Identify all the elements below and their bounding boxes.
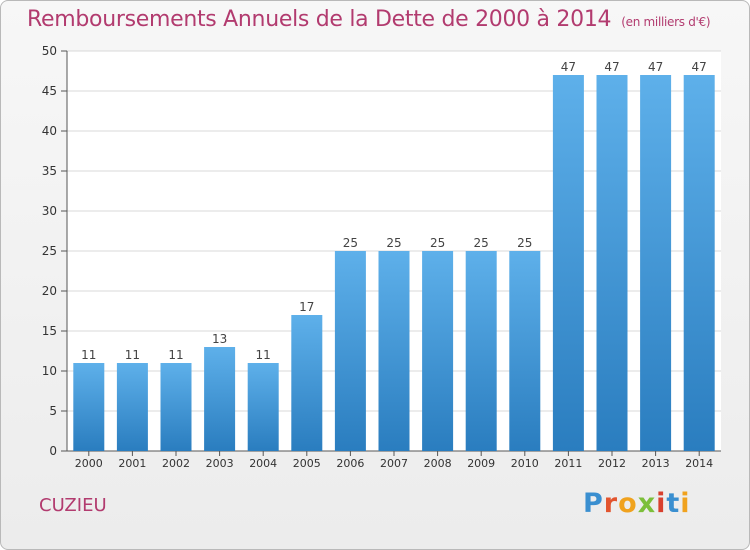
data-label: 25 <box>474 236 489 250</box>
y-tick-label: 40 <box>42 124 57 138</box>
x-tick-label: 2013 <box>642 457 670 470</box>
x-tick-label: 2009 <box>467 457 495 470</box>
bar <box>552 75 584 451</box>
x-tick-label: 2012 <box>598 457 626 470</box>
data-label: 11 <box>81 348 96 362</box>
data-label: 25 <box>343 236 358 250</box>
bar <box>334 251 366 451</box>
x-tick-label: 2005 <box>293 457 321 470</box>
bar <box>247 363 279 451</box>
data-label: 25 <box>430 236 445 250</box>
x-tick-label: 2001 <box>118 457 146 470</box>
data-label: 47 <box>648 60 663 74</box>
bar <box>160 363 192 451</box>
x-tick-label: 2000 <box>75 457 103 470</box>
bar <box>116 363 148 451</box>
bar <box>204 347 236 451</box>
data-label: 13 <box>212 332 227 346</box>
y-tick-label: 35 <box>42 164 57 178</box>
bar <box>422 251 454 451</box>
proxiti-logo: Proxiti <box>583 488 691 519</box>
y-tick-label: 5 <box>49 404 57 418</box>
y-tick-label: 20 <box>42 284 57 298</box>
data-label: 25 <box>517 236 532 250</box>
x-tick-label: 2011 <box>554 457 582 470</box>
bar <box>378 251 410 451</box>
data-label: 47 <box>561 60 576 74</box>
bar <box>640 75 672 451</box>
data-label: 11 <box>168 348 183 362</box>
data-label: 47 <box>604 60 619 74</box>
bar <box>683 75 715 451</box>
x-tick-label: 2004 <box>249 457 277 470</box>
x-tick-label: 2003 <box>206 457 234 470</box>
x-tick-label: 2007 <box>380 457 408 470</box>
y-tick-label: 30 <box>42 204 57 218</box>
y-tick-label: 15 <box>42 324 57 338</box>
x-tick-label: 2014 <box>685 457 713 470</box>
chart-title-text: Remboursements Annuels de la Dette de 20… <box>27 7 612 32</box>
chart-title: Remboursements Annuels de la Dette de 20… <box>27 7 711 32</box>
bar <box>509 251 541 451</box>
y-tick-label: 0 <box>49 444 57 458</box>
bar <box>73 363 105 451</box>
data-label: 11 <box>256 348 271 362</box>
y-tick-label: 25 <box>42 244 57 258</box>
data-label: 11 <box>125 348 140 362</box>
place-name: CUZIEU <box>39 495 107 516</box>
bar <box>596 75 628 451</box>
x-tick-label: 2008 <box>424 457 452 470</box>
bar <box>465 251 497 451</box>
y-tick-label: 45 <box>42 84 57 98</box>
x-tick-label: 2002 <box>162 457 190 470</box>
data-label: 17 <box>299 300 314 314</box>
unit-label: (en milliers d'€) <box>621 15 711 29</box>
x-tick-label: 2006 <box>336 457 364 470</box>
data-label: 47 <box>692 60 707 74</box>
bar <box>291 315 323 451</box>
y-tick-label: 10 <box>42 364 57 378</box>
data-label: 25 <box>386 236 401 250</box>
x-tick-label: 2010 <box>511 457 539 470</box>
y-tick-label: 50 <box>42 44 57 58</box>
